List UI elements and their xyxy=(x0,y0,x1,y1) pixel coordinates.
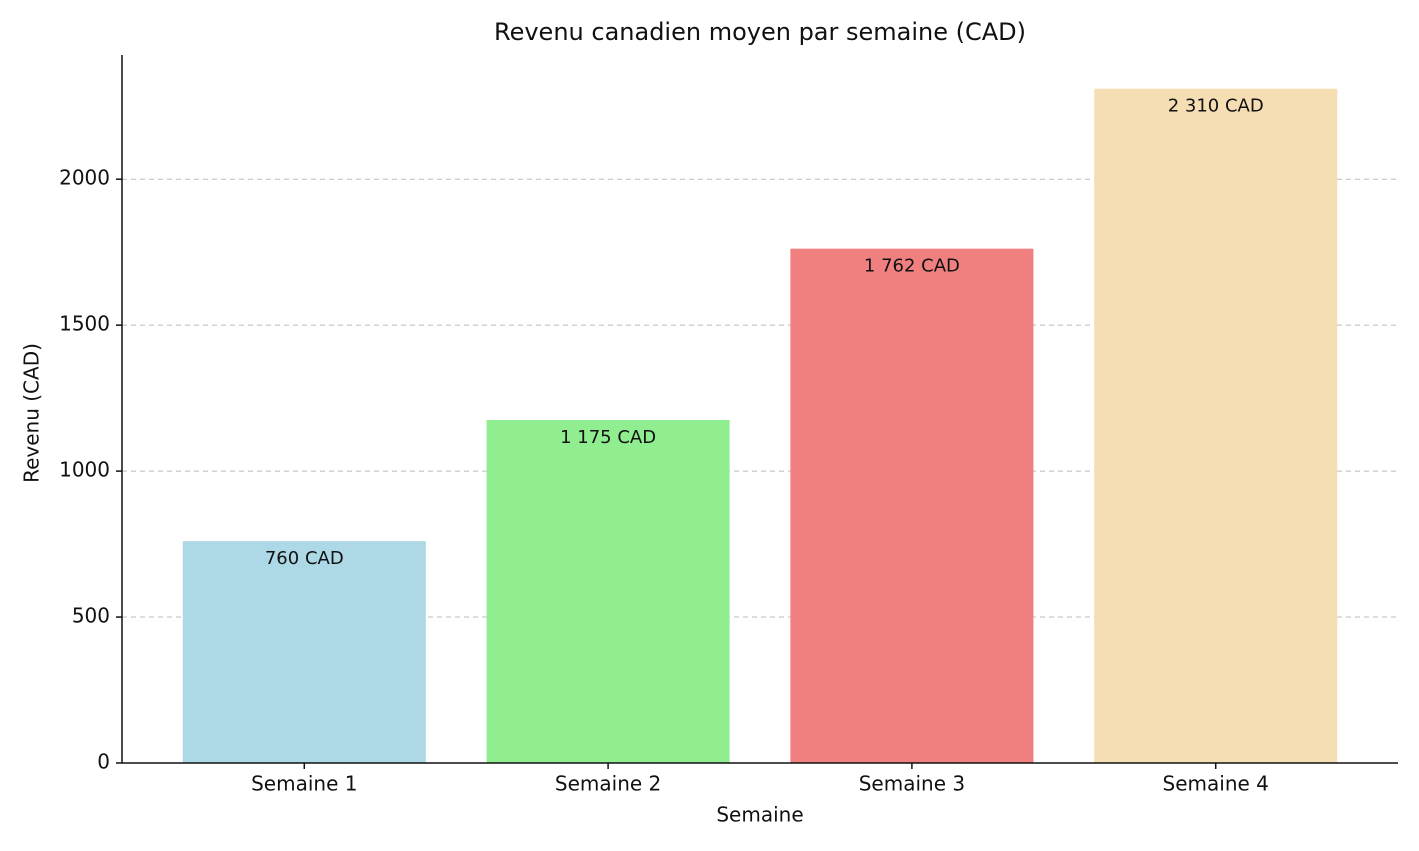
value-label: 1 175 CAD xyxy=(560,427,656,448)
x-tick-label: Semaine 3 xyxy=(859,772,965,796)
bar xyxy=(1094,88,1338,763)
value-label: 1 762 CAD xyxy=(864,256,960,277)
y-tick-label: 2000 xyxy=(59,166,110,190)
value-label: 760 CAD xyxy=(265,548,344,569)
bar xyxy=(790,248,1034,764)
y-axis-label: Revenu (CAD) xyxy=(20,343,44,483)
y-tick-label: 1500 xyxy=(59,312,110,336)
chart-title: Revenu canadien moyen par semaine (CAD) xyxy=(494,18,1026,46)
x-axis-label: Semaine xyxy=(716,803,803,827)
bar xyxy=(182,541,426,763)
x-tick-label: Semaine 4 xyxy=(1163,772,1269,796)
y-tick-label: 1000 xyxy=(59,458,110,482)
bar xyxy=(486,420,730,763)
x-tick-label: Semaine 1 xyxy=(251,772,357,796)
y-tick-label: 500 xyxy=(72,604,110,628)
x-tick-label: Semaine 2 xyxy=(555,772,661,796)
y-tick-label: 0 xyxy=(97,750,110,774)
value-label: 2 310 CAD xyxy=(1168,96,1264,117)
